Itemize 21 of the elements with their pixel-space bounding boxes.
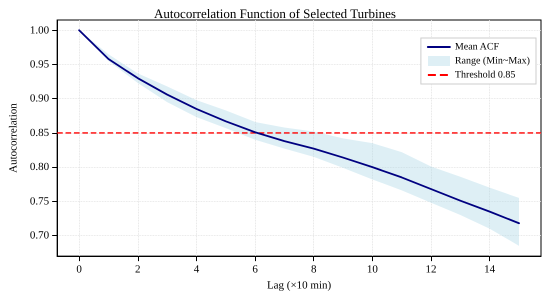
- x-tick-label: 6: [252, 264, 258, 276]
- x-tick-label: 4: [194, 264, 200, 276]
- x-tick-label: 12: [426, 264, 437, 276]
- x-tick-label: 2: [135, 264, 141, 276]
- y-tick-label: 0.95: [30, 58, 50, 70]
- legend-label: Threshold 0.85: [454, 70, 516, 80]
- annotation: Range (Min~Max): [454, 56, 530, 66]
- y-tick-label: 0.90: [30, 92, 50, 105]
- x-tick-label: 14: [484, 264, 496, 276]
- y-tick-label: 0.75: [30, 195, 50, 208]
- x-tick-label: 10: [366, 264, 378, 276]
- y-tick-label: 0.70: [30, 230, 50, 242]
- y-tick-label: 1.00: [30, 24, 50, 36]
- x-axis-title: Lag (×10 min): [266, 280, 332, 292]
- chart-title: Autocorrelation Function of Selected Turbines: [154, 6, 396, 21]
- x-tick-label: 8: [310, 264, 317, 276]
- x-tick-label: 0: [76, 264, 82, 276]
- y-tick-label: 0.85: [30, 126, 50, 139]
- legend-label: Mean ACF: [454, 42, 500, 52]
- y-axis-title: Autocorrelation: [8, 102, 20, 173]
- y-tick-label: 0.80: [30, 161, 50, 174]
